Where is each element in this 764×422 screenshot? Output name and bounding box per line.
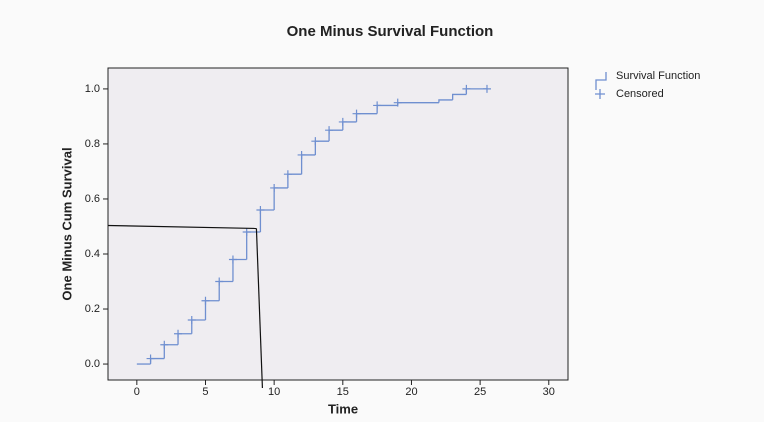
x-tick-label: 0 [134, 386, 140, 398]
x-tick-label: 30 [543, 386, 555, 398]
x-tick-label: 20 [405, 386, 417, 398]
y-tick-label: 0.8 [85, 138, 100, 150]
censored-mark [338, 117, 347, 126]
censored-mark [215, 277, 224, 286]
censored-mark [283, 170, 292, 179]
x-tick-label: 5 [202, 386, 208, 398]
y-axis-title: One Minus Cum Survival [59, 147, 74, 300]
censored-mark [311, 137, 320, 146]
y-tick-label: 0.0 [85, 358, 100, 370]
censored-mark [160, 340, 169, 349]
censored-mark [146, 354, 155, 363]
y-tick-label: 0.6 [85, 193, 100, 205]
x-tick-label: 10 [268, 386, 280, 398]
step-segment [438, 99, 453, 103]
legend-label: Censored [616, 88, 664, 100]
censored-mark [201, 296, 210, 305]
chart-title: One Minus Survival Function [287, 23, 494, 40]
x-tick-label: 25 [474, 386, 486, 398]
reference-vertical [255, 228, 264, 389]
censored-mark [187, 316, 196, 325]
censored-mark [242, 227, 251, 236]
censored-mark [325, 126, 334, 135]
censored-mark [174, 329, 183, 338]
legend-label: Survival Function [616, 70, 700, 82]
censored-mark [352, 109, 361, 118]
y-tick-label: 0.4 [85, 248, 100, 260]
censored-mark [373, 101, 382, 110]
censored-mark [462, 84, 471, 93]
x-axis-title: Time [328, 401, 358, 416]
censored-mark [393, 98, 402, 107]
plot-area [107, 67, 569, 381]
censored-mark [228, 255, 237, 264]
y-tick-label: 1.0 [85, 83, 100, 95]
x-tick-label: 15 [337, 386, 349, 398]
reference-horizontal [107, 224, 257, 230]
legend-censor-icon [595, 89, 605, 99]
step-segment [452, 93, 467, 100]
legend-step-icon [595, 72, 607, 90]
censored-mark [270, 183, 279, 192]
y-tick-label: 0.2 [85, 303, 100, 315]
censored-mark [482, 84, 491, 93]
censored-mark [297, 150, 306, 159]
censored-mark [256, 205, 265, 214]
